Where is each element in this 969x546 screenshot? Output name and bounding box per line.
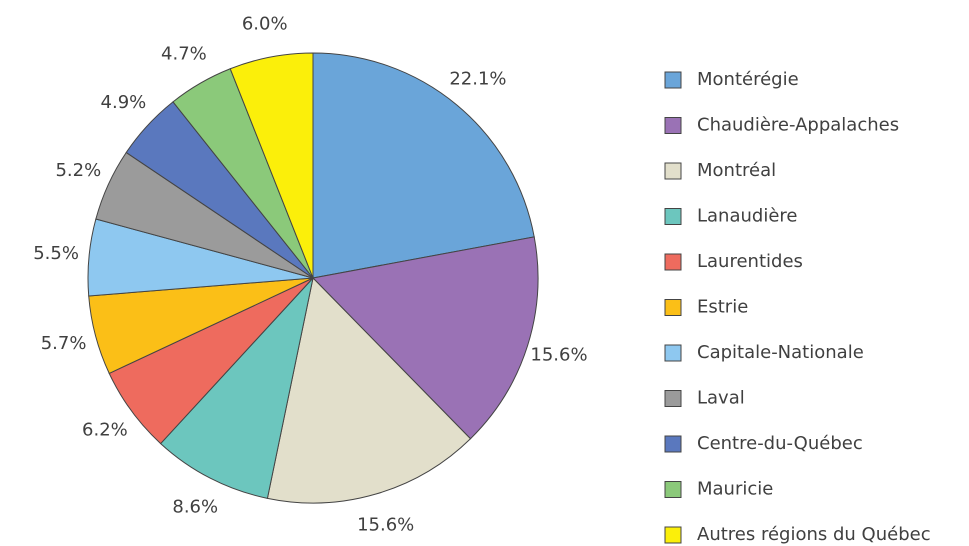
- data-label: 4.7%: [161, 44, 207, 65]
- legend-label: Lanaudière: [697, 206, 798, 227]
- legend-label: Laurentides: [697, 251, 803, 272]
- data-label: 6.2%: [82, 419, 128, 440]
- data-label: 5.2%: [55, 160, 101, 181]
- legend-label: Capitale-Nationale: [697, 342, 864, 363]
- data-label: 15.6%: [530, 345, 587, 366]
- pie-slice: [229, 52, 314, 279]
- legend-swatch: [664, 253, 682, 271]
- data-label: 6.0%: [242, 14, 288, 35]
- legend-swatch: [664, 208, 682, 225]
- legend-swatch: [664, 435, 682, 453]
- legend-swatch: [664, 481, 682, 498]
- legend-swatch: [664, 390, 682, 407]
- data-label: 15.6%: [357, 515, 414, 536]
- data-label: 22.1%: [449, 69, 506, 90]
- legend-swatch: [664, 344, 682, 362]
- pie-slice: [159, 276, 314, 499]
- legend-label: Mauricie: [697, 479, 773, 500]
- legend-label: Laval: [697, 388, 745, 409]
- data-label: 5.5%: [33, 243, 79, 264]
- legend-swatch: [664, 71, 682, 89]
- legend-label: Montérégie: [697, 69, 799, 90]
- legend-swatch: [664, 299, 682, 316]
- legend-swatch: [664, 526, 682, 544]
- pie-slice: [312, 52, 535, 279]
- pie-slice: [311, 236, 539, 440]
- legend-label: Autres régions du Québec: [697, 524, 931, 545]
- legend-label: Centre-du-Québec: [697, 433, 863, 454]
- data-label: 4.9%: [101, 92, 147, 113]
- legend-swatch: [664, 162, 682, 180]
- legend-label: Montréal: [697, 160, 776, 181]
- legend-label: Estrie: [697, 297, 748, 318]
- legend-label: Chaudière-Appalaches: [697, 115, 899, 136]
- data-label: 5.7%: [41, 333, 87, 354]
- pie-slice: [266, 276, 472, 504]
- data-label: 8.6%: [172, 497, 218, 518]
- legend-swatch: [664, 117, 682, 134]
